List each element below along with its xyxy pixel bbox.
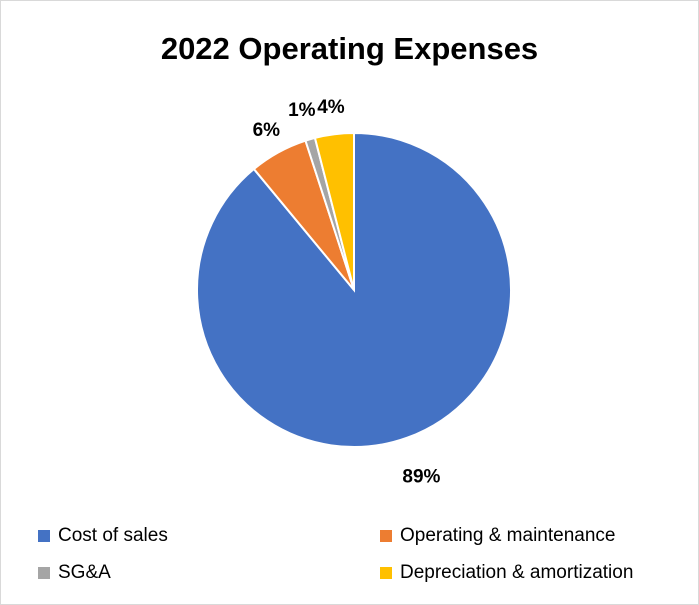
chart-legend: Cost of sales Operating & maintenance SG… — [1, 511, 698, 601]
legend-swatch-operating-maintenance — [380, 530, 392, 542]
legend-item-sga: SG&A — [38, 562, 111, 584]
chart-title: 2022 Operating Expenses — [160, 31, 539, 66]
legend-item-cost-of-sales: Cost of sales — [38, 525, 168, 547]
legend-swatch-sga — [38, 567, 50, 579]
legend-label-depreciation-amortization: Depreciation & amortization — [400, 562, 634, 583]
legend-swatch-cost-of-sales — [38, 530, 50, 542]
legend-label-cost-of-sales: Cost of sales — [58, 525, 168, 546]
data-label-sga: 1% — [288, 100, 316, 121]
data-label-cost-of-sales: 89% — [402, 467, 440, 488]
pie-slice-depreciation-amortization — [313, 131, 355, 291]
legend-label-sga: SG&A — [58, 562, 111, 583]
data-label-depreciation-amortization: 4% — [317, 97, 345, 118]
legend-swatch-depreciation-amortization — [380, 567, 392, 579]
legend-item-depreciation-amortization: Depreciation & amortization — [380, 562, 633, 584]
data-label-operating-maintenance: 6% — [253, 120, 281, 141]
pie-chart: 89% 6% 1% 4% — [196, 97, 512, 488]
legend-label-operating-maintenance: Operating & maintenance — [400, 525, 616, 546]
legend-item-operating-maintenance: Operating & maintenance — [380, 525, 615, 547]
